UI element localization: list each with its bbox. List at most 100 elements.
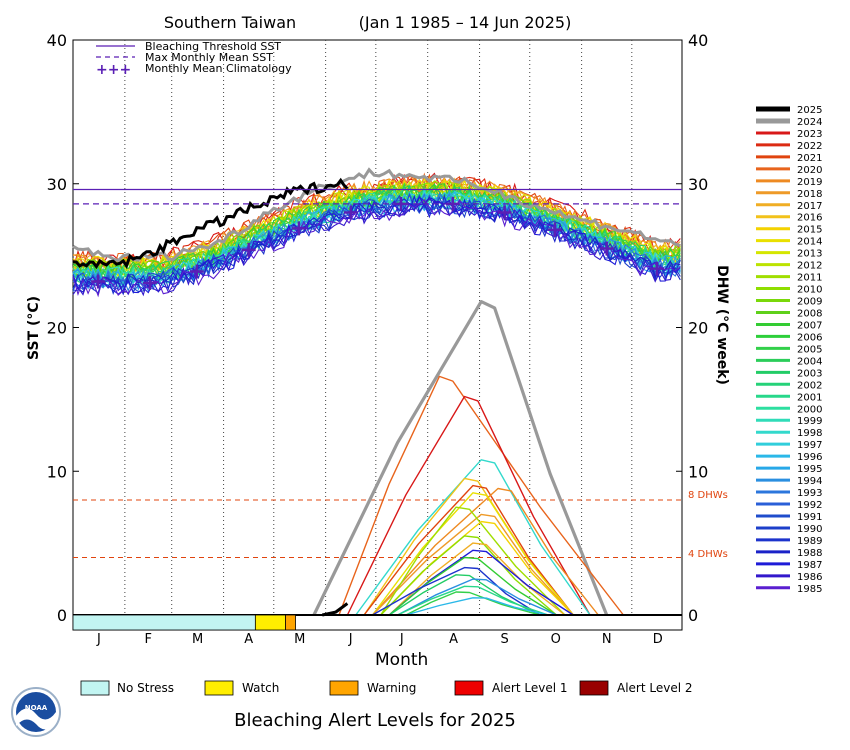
alert-bar-segment bbox=[254, 614, 286, 631]
dhw-line-2018 bbox=[372, 513, 574, 616]
climatology-marker bbox=[291, 221, 306, 236]
year-legend-label-2004: 2004 bbox=[797, 356, 822, 367]
dhw-line-2021 bbox=[363, 484, 574, 616]
year-legend-label-1997: 1997 bbox=[797, 440, 822, 451]
alert-label-alert-2: Alert Level 2 bbox=[617, 681, 693, 695]
dhw-line-2016 bbox=[363, 477, 574, 616]
dhw-4-label: 4 DHWs bbox=[688, 549, 728, 560]
x-tick-label: J bbox=[348, 632, 353, 647]
year-legend-label-1986: 1986 bbox=[797, 572, 822, 583]
year-legend-label-2016: 2016 bbox=[797, 213, 822, 224]
year-legend-label-1995: 1995 bbox=[797, 464, 822, 475]
year-legend-label-2024: 2024 bbox=[797, 117, 822, 128]
year-legend-label-1989: 1989 bbox=[797, 536, 822, 547]
year-legend-label-2000: 2000 bbox=[797, 404, 822, 415]
year-legend: 2025202420232022202120202019201820172016… bbox=[756, 105, 822, 595]
sst-line-1987 bbox=[72, 196, 681, 295]
climatology-marker bbox=[241, 242, 256, 257]
year-legend-label-2020: 2020 bbox=[797, 165, 822, 176]
plot-frame bbox=[72, 39, 683, 631]
x-tick-label: S bbox=[501, 632, 509, 647]
climatology-marker bbox=[599, 241, 614, 256]
year-legend-label-2005: 2005 bbox=[797, 344, 822, 355]
alert-bar-segment bbox=[285, 614, 296, 631]
sst-line-2024-highlight bbox=[72, 167, 681, 263]
y-tick-label-left: 0 bbox=[57, 606, 67, 625]
dhw-line-1994 bbox=[397, 578, 557, 616]
dhw-line-2011 bbox=[380, 506, 566, 616]
year-legend-label-1992: 1992 bbox=[797, 500, 822, 511]
alert-label-warning: Warning bbox=[367, 681, 416, 695]
dhw-line-1996 bbox=[405, 597, 549, 616]
dhw-8-label: 8 DHWs bbox=[688, 490, 728, 501]
x-tick-label: N bbox=[602, 632, 612, 647]
y-tick-label-right: 30 bbox=[688, 175, 708, 194]
y-tick-label-left: 40 bbox=[47, 31, 67, 50]
climatology-marker bbox=[649, 261, 664, 276]
year-legend-label-1987: 1987 bbox=[797, 560, 822, 571]
year-legend-label-1985: 1985 bbox=[797, 584, 822, 595]
alert-swatch-warning bbox=[329, 680, 359, 696]
climatology-marker bbox=[189, 264, 204, 279]
alert-bar-segment bbox=[72, 614, 256, 631]
chart-subtitle: (Jan 1 1985 – 14 Jun 2025) bbox=[359, 13, 572, 32]
sst-line-2025 bbox=[72, 177, 349, 270]
year-legend-label-1996: 1996 bbox=[797, 452, 822, 463]
noaa-logo: NOAA bbox=[11, 687, 61, 737]
y-tick-label-right: 0 bbox=[688, 606, 698, 625]
year-legend-label-2013: 2013 bbox=[797, 249, 822, 260]
year-legend-label-2014: 2014 bbox=[797, 237, 822, 248]
sst-line-1990 bbox=[72, 199, 681, 295]
year-legend-label-1994: 1994 bbox=[797, 476, 822, 487]
dhw-line-1989 bbox=[372, 566, 541, 616]
year-legend-label-2015: 2015 bbox=[797, 225, 822, 236]
y-tick-label-right: 40 bbox=[688, 31, 708, 50]
y-tick-label-left: 20 bbox=[47, 319, 67, 338]
y-tick-label-right: 20 bbox=[688, 319, 708, 338]
legend-climatology-label: Monthly Mean Climatology bbox=[145, 62, 292, 75]
year-legend-label-2001: 2001 bbox=[797, 392, 822, 403]
dhw-line-2001 bbox=[397, 585, 549, 616]
year-legend-label-2011: 2011 bbox=[797, 273, 822, 284]
climatology-marker bbox=[497, 205, 512, 220]
year-legend-label-2010: 2010 bbox=[797, 285, 822, 296]
year-legend-label-2008: 2008 bbox=[797, 308, 822, 319]
alert-label-no-stress: No Stress bbox=[117, 681, 174, 695]
x-tick-label: F bbox=[145, 632, 152, 647]
year-legend-label-2006: 2006 bbox=[797, 332, 822, 343]
alert-legend: No Stress Watch Warning Alert Level 1 Al… bbox=[80, 680, 693, 696]
alert-swatch-alert-1 bbox=[454, 680, 484, 696]
y-axis-label-right: DHW (°C week) bbox=[714, 265, 730, 385]
y-tick-label-right: 10 bbox=[688, 462, 708, 481]
alert-swatch-no-stress bbox=[80, 680, 110, 696]
plot-area: 0 0 10 10 20 20 30 30 40 40 J F M A M J J A S O N D bbox=[47, 31, 709, 647]
legend-threshold-label: Bleaching Threshold SST bbox=[145, 40, 281, 53]
dhw-line-2003 bbox=[388, 574, 541, 616]
x-tick-label: O bbox=[551, 632, 561, 647]
top-legend: Bleaching Threshold SST Max Monthly Mean… bbox=[96, 40, 292, 78]
climatology-marker bbox=[343, 205, 358, 220]
dhw-line-2010 bbox=[380, 535, 557, 616]
sst-line-1985 bbox=[72, 199, 681, 298]
climatology-marker bbox=[91, 274, 106, 289]
alert-label-watch: Watch bbox=[242, 681, 279, 695]
dhw-line-2023 bbox=[346, 395, 591, 616]
x-tick-label: J bbox=[399, 632, 404, 647]
x-tick-label: J bbox=[96, 632, 101, 647]
year-legend-label-2007: 2007 bbox=[797, 320, 822, 331]
dhw-line-2014 bbox=[371, 492, 574, 616]
x-axis-label: Month bbox=[375, 650, 428, 670]
climatology-marker bbox=[393, 196, 408, 211]
legend-climatology-swatch: +++ bbox=[96, 62, 131, 78]
dhw-line-2019 bbox=[371, 487, 599, 616]
climatology-marker bbox=[142, 275, 157, 290]
alert-swatch-watch bbox=[204, 680, 234, 696]
sst-line-1989 bbox=[72, 193, 681, 295]
x-tick-label: A bbox=[449, 632, 458, 647]
year-legend-label-1998: 1998 bbox=[797, 428, 822, 439]
year-legend-label-2003: 2003 bbox=[797, 368, 822, 379]
alert-label-alert-1: Alert Level 1 bbox=[492, 681, 568, 695]
chart-title: Southern Taiwan bbox=[164, 13, 296, 32]
year-legend-label-1993: 1993 bbox=[797, 488, 822, 499]
